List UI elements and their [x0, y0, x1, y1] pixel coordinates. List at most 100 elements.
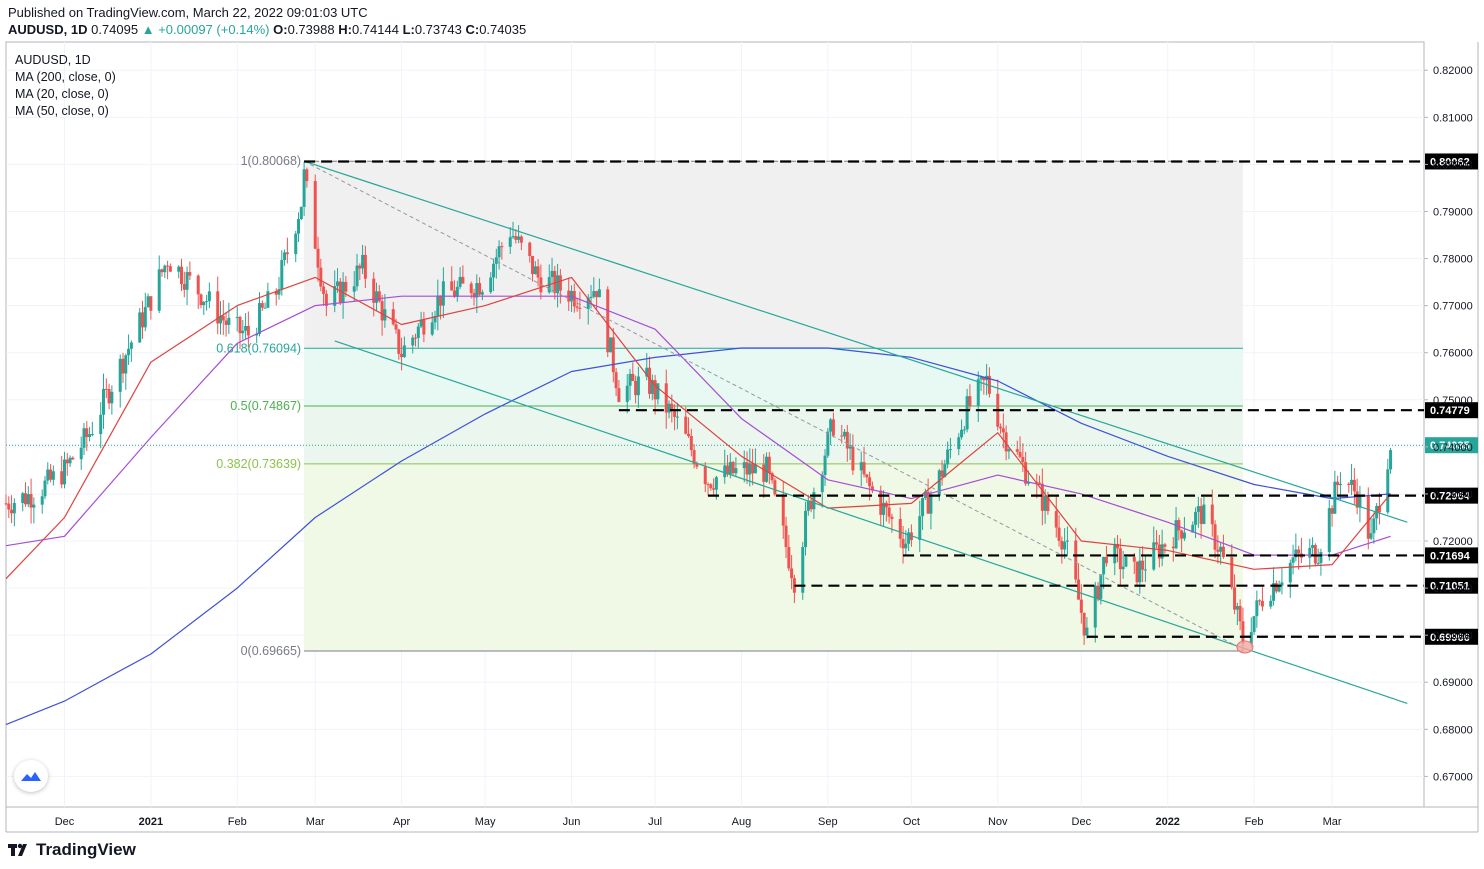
- channel-line: [303, 160, 1408, 523]
- candle-body: [1389, 450, 1393, 470]
- x-tick-label: 2022: [1155, 816, 1179, 828]
- candle-body: [1274, 583, 1278, 592]
- candle-body: [1230, 557, 1234, 588]
- candle-body: [436, 295, 440, 316]
- candle-body: [1216, 549, 1220, 552]
- candle-body: [82, 428, 86, 448]
- candle-body: [1060, 540, 1064, 550]
- candle-body: [1038, 482, 1042, 484]
- candle-body: [742, 462, 746, 469]
- candle-body: [773, 480, 777, 495]
- fib-level-label: 0.382(0.73639): [216, 457, 301, 471]
- candle-body: [1001, 428, 1005, 433]
- candle-body: [1280, 582, 1284, 586]
- candle-body: [1007, 449, 1011, 452]
- candle-body: [1277, 585, 1281, 592]
- candle-body: [433, 315, 437, 323]
- candle-body: [1333, 481, 1337, 514]
- candle-body: [180, 266, 184, 285]
- candle-body: [1040, 483, 1044, 511]
- candle-body: [887, 507, 891, 517]
- candle-body: [1352, 479, 1356, 492]
- candle-body: [1124, 557, 1128, 567]
- candle-body: [572, 290, 576, 307]
- candle-body: [1132, 557, 1136, 562]
- candle-body: [469, 283, 473, 294]
- diagonal-trend-dashed: [303, 160, 1244, 650]
- candle-body: [422, 319, 426, 335]
- candle-body: [24, 493, 28, 505]
- legend-ma200[interactable]: MA (200, close, 0): [15, 70, 116, 84]
- candle-body: [263, 307, 267, 309]
- candle-body: [305, 169, 309, 182]
- candle-body: [1369, 533, 1373, 539]
- candle-body: [241, 330, 245, 334]
- candle-body: [753, 464, 757, 474]
- legend-ma20[interactable]: MA (20, close, 0): [15, 87, 109, 101]
- candle-body: [1252, 616, 1256, 633]
- candle-body: [129, 342, 133, 349]
- candle-body: [500, 246, 504, 248]
- candle-body: [968, 396, 972, 406]
- candle-body: [689, 435, 693, 451]
- x-tick-label: Mar: [1323, 816, 1342, 828]
- candle-body: [141, 312, 145, 328]
- candle-body: [653, 380, 657, 400]
- candle-body: [377, 291, 381, 302]
- candle-body: [929, 495, 933, 514]
- candle-body: [1219, 546, 1223, 552]
- candle-body: [1355, 491, 1359, 508]
- candle-body: [592, 291, 596, 297]
- candle-body: [843, 431, 847, 437]
- candle-body: [355, 265, 359, 287]
- candle-body: [277, 289, 281, 295]
- candle-body: [731, 461, 735, 474]
- candle-body: [918, 516, 922, 541]
- candle-body: [166, 265, 170, 267]
- candle-body: [185, 272, 189, 290]
- candle-body: [533, 266, 537, 275]
- candle-body: [787, 547, 791, 569]
- close-value: 0.74035: [479, 22, 527, 37]
- candle-body: [138, 312, 142, 343]
- y-tick-label: 0.79000: [1433, 206, 1473, 218]
- candle-body: [274, 291, 278, 295]
- candle-body: [921, 498, 925, 517]
- candle-body: [363, 254, 367, 279]
- candle-body: [898, 518, 902, 539]
- candle-body: [313, 181, 317, 249]
- candle-body: [455, 286, 459, 297]
- candle-body: [558, 275, 562, 291]
- candle-body: [536, 266, 540, 278]
- level-price-tag: [1425, 547, 1478, 564]
- candle-body: [255, 333, 259, 336]
- candle-body: [946, 449, 950, 465]
- candle-body: [1021, 456, 1025, 463]
- candle-body: [294, 233, 298, 255]
- legend-ma50[interactable]: MA (50, close, 0): [15, 104, 109, 118]
- ma20-line: [5, 276, 1392, 580]
- candle-body: [870, 486, 874, 491]
- tradingview-logo-button[interactable]: [14, 760, 48, 792]
- y-tick-label: 0.71000: [1433, 583, 1473, 595]
- candle-body: [492, 263, 496, 278]
- fib-level-label: 1(0.80068): [241, 154, 301, 168]
- candle-body: [926, 491, 930, 514]
- candle-body: [514, 236, 518, 240]
- footer-brand[interactable]: TradingView: [8, 840, 136, 860]
- y-tick-label: 0.75000: [1433, 395, 1473, 407]
- candle-body: [1194, 511, 1198, 525]
- candle-body: [1260, 601, 1264, 607]
- cloud-icon: [21, 772, 41, 781]
- candle-body: [182, 284, 186, 290]
- candle-body: [1338, 483, 1342, 486]
- candle-body: [1093, 585, 1097, 628]
- candle-body: [1143, 569, 1147, 571]
- candle-body: [684, 416, 688, 434]
- candle-body: [999, 426, 1003, 429]
- candle-body: [124, 355, 128, 374]
- candle-body: [726, 465, 730, 475]
- candle-body: [26, 494, 30, 505]
- candle-body: [539, 277, 543, 293]
